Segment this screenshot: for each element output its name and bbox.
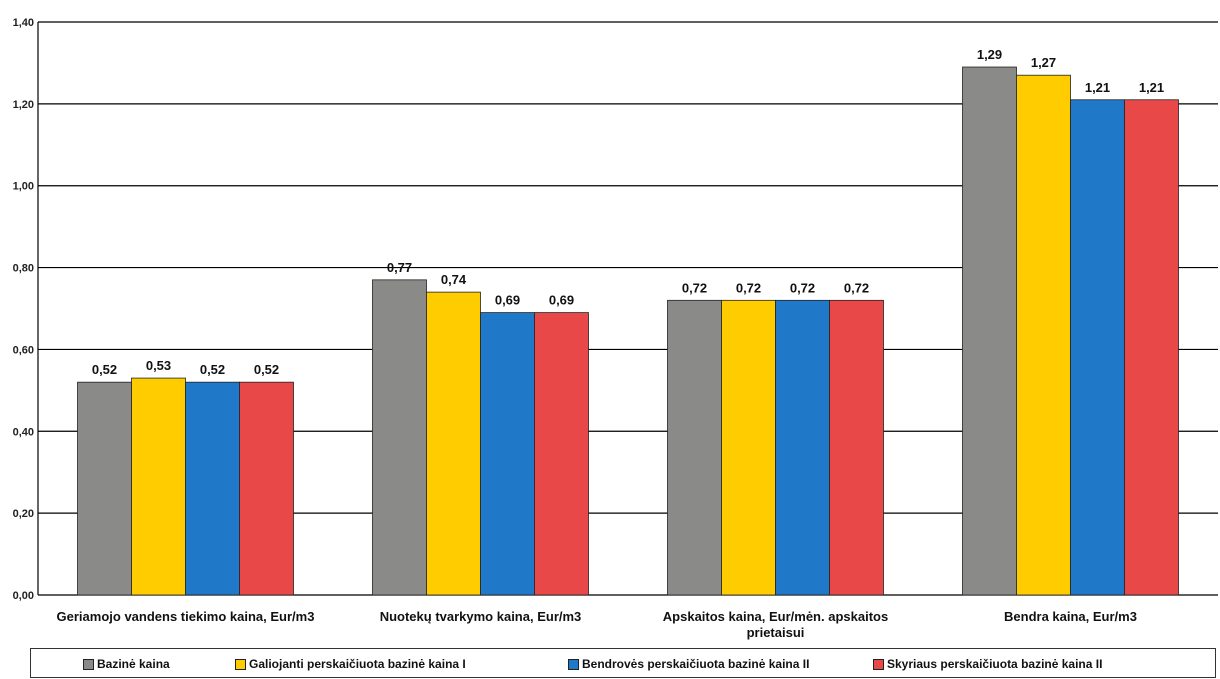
bar <box>77 381 132 596</box>
legend-item: Bazinė kaina <box>83 657 170 671</box>
bar <box>1070 99 1125 596</box>
legend-label: Bendrovės perskaičiuota bazinė kaina II <box>582 657 810 671</box>
bar <box>372 279 427 596</box>
y-tick-label: 0,80 <box>13 263 34 275</box>
legend-label: Galiojanti perskaičiuota bazinė kaina I <box>249 657 466 671</box>
bar <box>775 299 830 596</box>
data-label: 0,77 <box>387 260 412 275</box>
data-label: 0,53 <box>146 358 171 373</box>
bar <box>131 377 186 596</box>
data-label: 0,72 <box>682 280 707 295</box>
legend: Bazinė kaina Galiojanti perskaičiuota ba… <box>30 648 1216 678</box>
x-category-label: Geriamojo vandens tiekimo kaina, Eur/m3 <box>57 609 315 624</box>
x-category-label: Apskaitos kaina, Eur/mėn. apskaitos priet… <box>663 609 888 640</box>
data-label: 0,52 <box>200 362 225 377</box>
bar <box>962 66 1017 596</box>
bar <box>1124 99 1179 596</box>
bar <box>721 299 776 596</box>
bar <box>239 381 294 596</box>
data-label: 0,72 <box>790 280 815 295</box>
data-label: 1,27 <box>1031 55 1056 70</box>
data-label: 0,69 <box>495 293 520 308</box>
y-tick-label: 0,00 <box>13 590 34 602</box>
data-label: 0,72 <box>844 280 869 295</box>
y-tick-label: 1,40 <box>13 17 34 29</box>
legend-item: Skyriaus perskaičiuota bazinė kaina II <box>873 657 1102 671</box>
y-tick-label: 0,60 <box>13 344 34 356</box>
legend-swatch <box>235 658 246 670</box>
data-label: 1,21 <box>1085 80 1110 95</box>
x-category-label: Nuotekų tvarkymo kaina, Eur/m3 <box>380 609 582 624</box>
x-axis-categories: Geriamojo vandens tiekimo kaina, Eur/m3 N… <box>57 609 1137 640</box>
x-category-label: Bendra kaina, Eur/m3 <box>1004 609 1137 624</box>
y-tick-label: 1,00 <box>13 181 34 193</box>
data-label: 0,72 <box>736 280 761 295</box>
bar <box>185 381 240 596</box>
y-tick-label: 0,40 <box>13 426 34 438</box>
value-labels: 0,52 0,53 0,52 0,52 0,77 0,74 0,69 0,69 0,72 0,72… <box>92 47 1164 377</box>
legend-swatch <box>873 658 884 670</box>
data-label: 0,69 <box>549 293 574 308</box>
legend-item: Bendrovės perskaičiuota bazinė kaina II <box>568 657 809 671</box>
bar <box>534 312 589 596</box>
legend-item: Galiojanti perskaičiuota bazinė kaina I <box>235 657 466 671</box>
bar <box>1016 74 1071 596</box>
legend-label: Skyriaus perskaičiuota bazinė kaina II <box>887 657 1103 671</box>
bar <box>667 299 722 596</box>
data-label: 0,52 <box>92 362 117 377</box>
bar <box>480 312 535 596</box>
bar <box>829 299 884 596</box>
data-label: 0,52 <box>254 362 279 377</box>
y-tick-label: 1,20 <box>13 99 34 111</box>
data-label: 1,29 <box>977 47 1002 62</box>
bars <box>77 66 1179 596</box>
bar <box>426 291 481 596</box>
legend-swatch <box>568 658 579 670</box>
y-axis: 0,00 0,20 0,40 0,60 0,80 1,00 1,20 1,40 <box>13 17 39 602</box>
legend-label: Bazinė kaina <box>97 657 170 671</box>
bar-chart: 0,000,200,400,600,801,001,201,40 0,52 0,5… <box>13 17 1218 640</box>
legend-swatch <box>83 658 94 670</box>
data-label: 0,74 <box>441 272 467 287</box>
y-tick-label: 0,20 <box>13 508 34 520</box>
data-label: 1,21 <box>1139 80 1164 95</box>
